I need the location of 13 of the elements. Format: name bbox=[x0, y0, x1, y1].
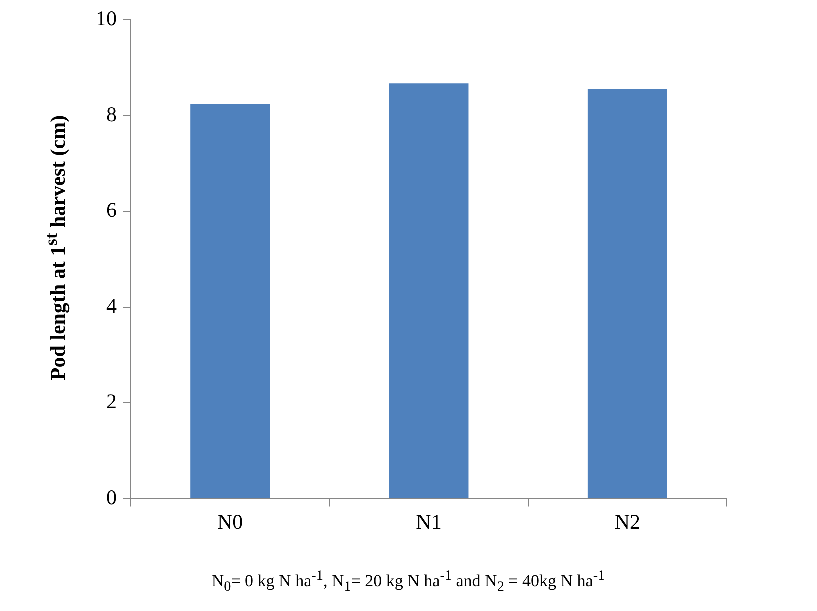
bar bbox=[190, 104, 270, 498]
bar bbox=[389, 84, 469, 498]
x-tick-label: N0 bbox=[217, 510, 244, 534]
x-tick-label: N2 bbox=[614, 510, 641, 534]
bar bbox=[588, 89, 668, 498]
y-tick-label: 8 bbox=[106, 102, 117, 126]
y-tick-label: 6 bbox=[106, 198, 117, 222]
text: N$_{0}$= 0 kg N ha$^{-1}$, N$_{1}$= 20 kg N ha$^{-1}$ and N$_{2}$ = 40kg N ha$^{-1}$ bbox=[212, 568, 606, 596]
y-tick-label: 10 bbox=[96, 6, 117, 31]
y-tick-label: 2 bbox=[106, 390, 117, 414]
x-tick-label: N1 bbox=[416, 510, 442, 534]
y-tick-label: 4 bbox=[106, 294, 118, 318]
y-tick-label: 0 bbox=[106, 485, 117, 510]
